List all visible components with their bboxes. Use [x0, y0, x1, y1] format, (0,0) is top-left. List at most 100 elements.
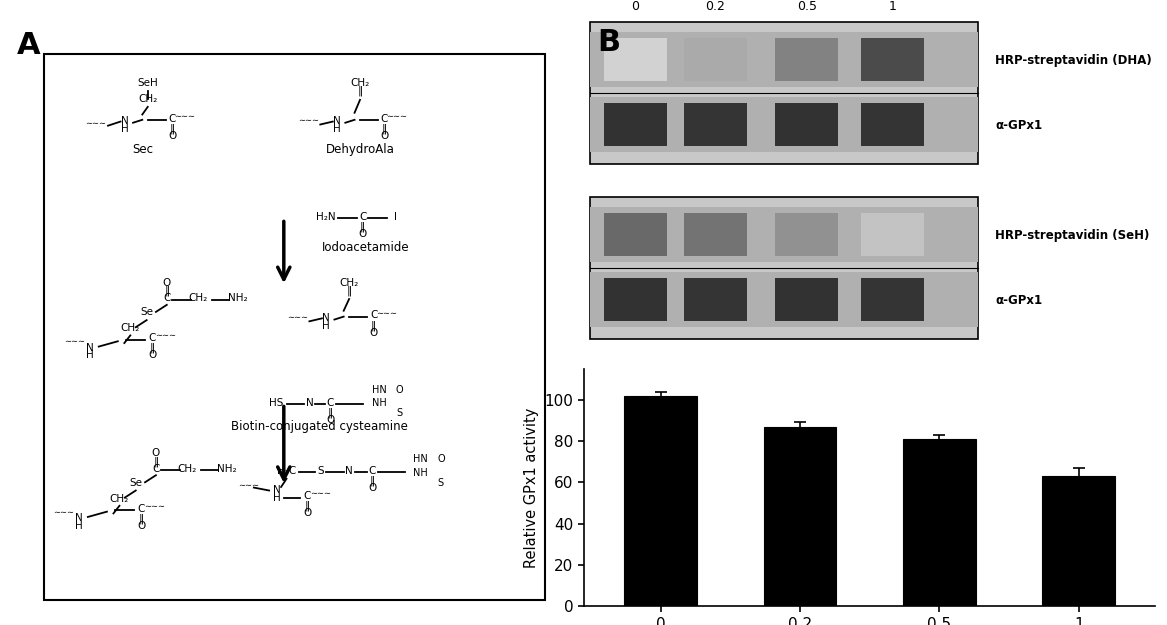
Text: H: H	[121, 124, 128, 134]
Bar	[903, 439, 976, 606]
Text: ‖: ‖	[357, 86, 363, 96]
Text: O: O	[380, 131, 389, 141]
Bar	[589, 197, 978, 339]
Text: HRP-streptavidin (DHA): HRP-streptavidin (DHA)	[995, 54, 1152, 67]
Text: ‖: ‖	[165, 286, 169, 296]
Bar	[624, 396, 697, 606]
Text: α-GPx1: α-GPx1	[995, 294, 1042, 307]
Text: O: O	[396, 385, 404, 395]
Text: SeH: SeH	[138, 78, 158, 88]
Text: ‖: ‖	[139, 513, 144, 524]
Bar	[775, 103, 838, 146]
Text: ∼∼∼: ∼∼∼	[310, 489, 331, 498]
Bar	[589, 207, 978, 262]
Text: C: C	[369, 466, 376, 476]
Text: O: O	[303, 508, 312, 518]
Text: ∼∼∼: ∼∼∼	[85, 119, 106, 127]
Text: I: I	[394, 212, 397, 222]
Text: HN: HN	[412, 454, 427, 464]
Text: ‖: ‖	[347, 286, 351, 296]
Text: Sec: Sec	[132, 142, 153, 156]
Text: Biotin-conjugated cysteamine: Biotin-conjugated cysteamine	[231, 420, 407, 433]
Text: ∼∼∼: ∼∼∼	[64, 338, 85, 346]
Text: O: O	[168, 131, 176, 141]
Text: CH₂: CH₂	[350, 78, 370, 88]
Text: C: C	[380, 114, 389, 124]
Text: 0: 0	[631, 0, 640, 13]
Text: NH₂: NH₂	[228, 293, 247, 303]
Text: ∼∼∼: ∼∼∼	[386, 112, 407, 121]
Text: C: C	[370, 311, 377, 321]
Text: CH₂: CH₂	[138, 94, 158, 104]
Text: C: C	[327, 398, 334, 408]
Y-axis label: Relative GPx1 activity: Relative GPx1 activity	[524, 408, 539, 568]
Bar	[775, 38, 838, 81]
Text: C: C	[148, 333, 155, 343]
Text: S: S	[436, 478, 443, 488]
Text: H: H	[75, 521, 83, 531]
Text: ∼∼∼: ∼∼∼	[287, 312, 308, 321]
Text: Iodoacetamide: Iodoacetamide	[322, 241, 410, 254]
Bar	[589, 22, 978, 164]
Text: ∼∼∼: ∼∼∼	[53, 508, 74, 517]
Text: O: O	[148, 351, 156, 361]
Text: HN: HN	[371, 385, 386, 395]
Text: O: O	[162, 278, 170, 288]
Text: ‖: ‖	[149, 342, 155, 353]
Text: H: H	[273, 493, 281, 503]
Bar	[589, 32, 978, 87]
Text: 0.5: 0.5	[797, 0, 817, 13]
Text: ∼∼∼: ∼∼∼	[174, 112, 195, 121]
Text: C: C	[168, 114, 176, 124]
Text: HS: HS	[270, 399, 284, 409]
Text: N: N	[322, 313, 330, 323]
Bar	[861, 213, 924, 256]
Text: ∼∼∼: ∼∼∼	[145, 502, 166, 511]
Bar	[861, 278, 924, 321]
Text: C: C	[138, 504, 145, 514]
Text: O: O	[326, 415, 334, 425]
Text: ∼∼∼: ∼∼∼	[155, 331, 176, 341]
Text: H₂C: H₂C	[277, 466, 296, 476]
Text: α-GPx1: α-GPx1	[995, 119, 1042, 132]
Text: ‖: ‖	[153, 456, 159, 467]
Text: ‖: ‖	[305, 501, 309, 511]
Text: ∼∼∼: ∼∼∼	[298, 116, 319, 125]
Text: N: N	[121, 116, 128, 126]
Bar	[775, 278, 838, 321]
Bar	[589, 272, 978, 328]
Text: NH: NH	[371, 398, 386, 408]
Text: N: N	[85, 342, 93, 352]
Text: CH₂: CH₂	[120, 323, 140, 333]
Text: N: N	[75, 513, 83, 523]
Bar	[1042, 476, 1114, 606]
Bar	[603, 103, 666, 146]
Text: B: B	[598, 28, 621, 57]
Text: N: N	[345, 466, 352, 476]
Text: CH₂: CH₂	[177, 464, 197, 474]
Text: ‖: ‖	[169, 124, 175, 134]
Text: ∼∼∼: ∼∼∼	[376, 308, 397, 318]
Text: S: S	[317, 466, 323, 476]
Text: O: O	[438, 454, 446, 464]
Bar	[763, 427, 836, 606]
Bar	[603, 38, 666, 81]
Text: CH₂: CH₂	[189, 293, 208, 303]
Text: H: H	[322, 321, 330, 331]
Text: Se: Se	[140, 308, 153, 318]
Text: ‖: ‖	[382, 124, 387, 134]
Text: O: O	[370, 328, 378, 338]
Text: C: C	[359, 212, 366, 222]
Text: ‖: ‖	[328, 408, 333, 418]
Text: C: C	[303, 491, 310, 501]
Text: 1: 1	[888, 0, 896, 13]
Text: DehydroAla: DehydroAla	[326, 142, 394, 156]
Text: O: O	[152, 448, 160, 458]
Text: ‖: ‖	[371, 321, 376, 331]
Text: 0.2: 0.2	[705, 0, 725, 13]
Text: O: O	[358, 229, 366, 239]
Text: Se: Se	[130, 478, 142, 488]
Text: NH₂: NH₂	[217, 464, 237, 474]
Text: ∼∼∼: ∼∼∼	[238, 481, 259, 489]
Text: O: O	[137, 521, 146, 531]
